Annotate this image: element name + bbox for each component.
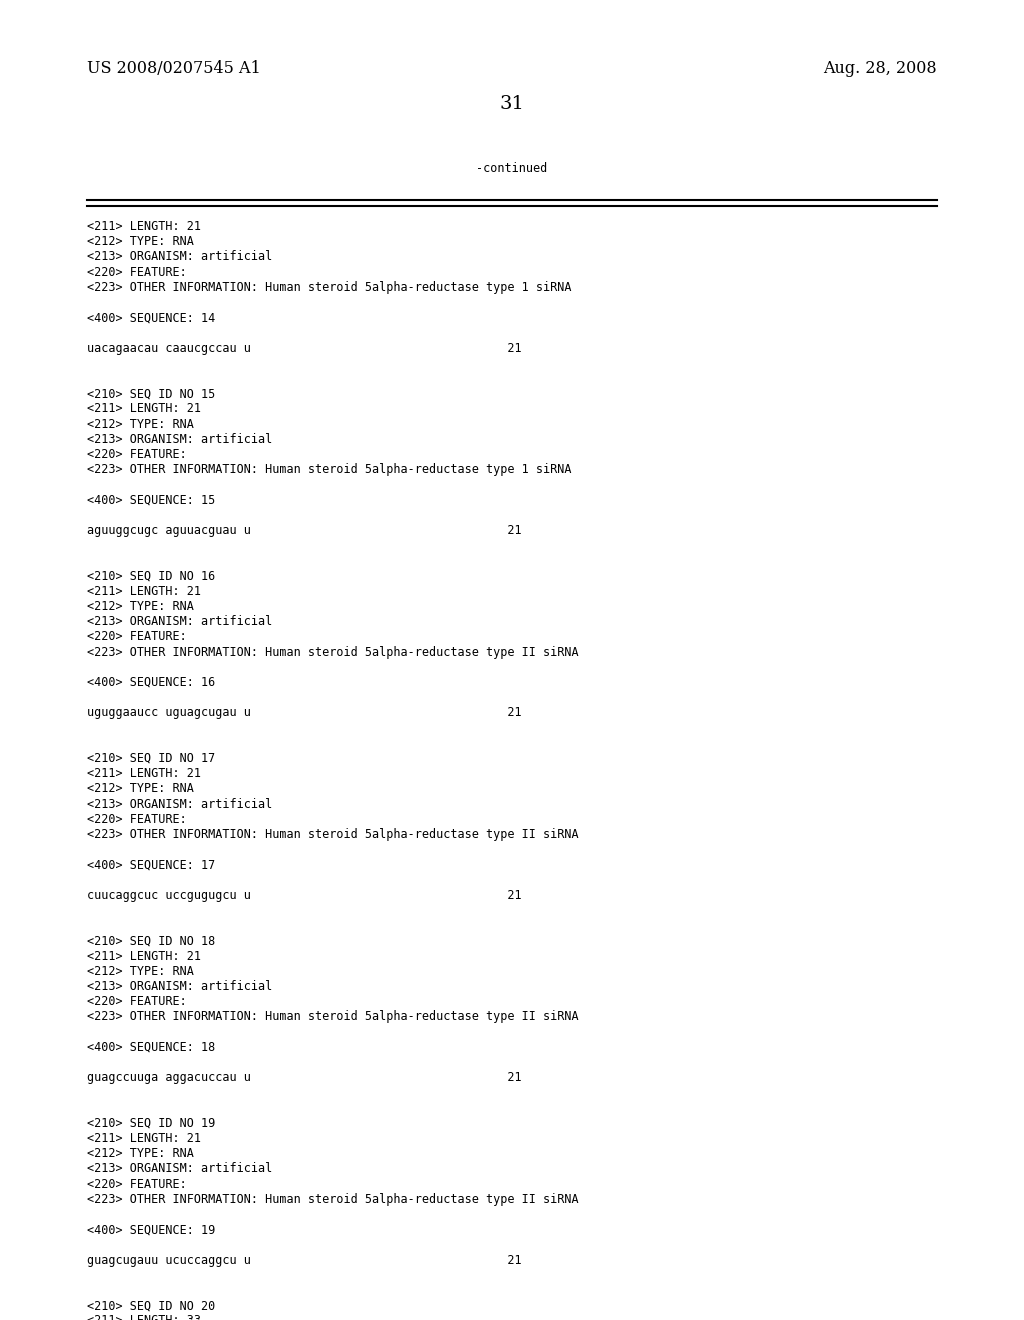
Text: <210> SEQ ID NO 20: <210> SEQ ID NO 20 [87, 1299, 215, 1312]
Text: -continued: -continued [476, 162, 548, 176]
Text: <211> LENGTH: 21: <211> LENGTH: 21 [87, 220, 201, 234]
Text: <210> SEQ ID NO 18: <210> SEQ ID NO 18 [87, 935, 215, 948]
Text: guagcugauu ucuccaggcu u                                    21: guagcugauu ucuccaggcu u 21 [87, 1254, 521, 1267]
Text: <400> SEQUENCE: 16: <400> SEQUENCE: 16 [87, 676, 215, 689]
Text: <211> LENGTH: 21: <211> LENGTH: 21 [87, 403, 201, 416]
Text: <223> OTHER INFORMATION: Human steroid 5alpha-reductase type 1 siRNA: <223> OTHER INFORMATION: Human steroid 5… [87, 463, 571, 477]
Text: <212> TYPE: RNA: <212> TYPE: RNA [87, 235, 194, 248]
Text: <400> SEQUENCE: 17: <400> SEQUENCE: 17 [87, 858, 215, 871]
Text: <210> SEQ ID NO 15: <210> SEQ ID NO 15 [87, 387, 215, 400]
Text: <211> LENGTH: 21: <211> LENGTH: 21 [87, 1133, 201, 1144]
Text: <213> ORGANISM: artificial: <213> ORGANISM: artificial [87, 251, 272, 264]
Text: uacagaacau caaucgccau u                                    21: uacagaacau caaucgccau u 21 [87, 342, 521, 355]
Text: <220> FEATURE:: <220> FEATURE: [87, 813, 186, 826]
Text: <211> LENGTH: 21: <211> LENGTH: 21 [87, 767, 201, 780]
Text: US 2008/0207545 A1: US 2008/0207545 A1 [87, 59, 261, 77]
Text: <223> OTHER INFORMATION: Human steroid 5alpha-reductase type 1 siRNA: <223> OTHER INFORMATION: Human steroid 5… [87, 281, 571, 294]
Text: 31: 31 [500, 95, 524, 114]
Text: Aug. 28, 2008: Aug. 28, 2008 [823, 59, 937, 77]
Text: <210> SEQ ID NO 17: <210> SEQ ID NO 17 [87, 752, 215, 766]
Text: <210> SEQ ID NO 16: <210> SEQ ID NO 16 [87, 570, 215, 582]
Text: <220> FEATURE:: <220> FEATURE: [87, 631, 186, 643]
Text: <400> SEQUENCE: 15: <400> SEQUENCE: 15 [87, 494, 215, 507]
Text: <223> OTHER INFORMATION: Human steroid 5alpha-reductase type II siRNA: <223> OTHER INFORMATION: Human steroid 5… [87, 828, 579, 841]
Text: guagccuuga aggacuccau u                                    21: guagccuuga aggacuccau u 21 [87, 1072, 521, 1084]
Text: <220> FEATURE:: <220> FEATURE: [87, 1177, 186, 1191]
Text: <400> SEQUENCE: 19: <400> SEQUENCE: 19 [87, 1224, 215, 1237]
Text: <220> FEATURE:: <220> FEATURE: [87, 995, 186, 1008]
Text: <211> LENGTH: 21: <211> LENGTH: 21 [87, 949, 201, 962]
Text: <220> FEATURE:: <220> FEATURE: [87, 447, 186, 461]
Text: aguuggcugc aguuacguau u                                    21: aguuggcugc aguuacguau u 21 [87, 524, 521, 537]
Text: <223> OTHER INFORMATION: Human steroid 5alpha-reductase type II siRNA: <223> OTHER INFORMATION: Human steroid 5… [87, 1193, 579, 1205]
Text: <213> ORGANISM: artificial: <213> ORGANISM: artificial [87, 797, 272, 810]
Text: <212> TYPE: RNA: <212> TYPE: RNA [87, 417, 194, 430]
Text: cuucaggcuc uccgugugcu u                                    21: cuucaggcuc uccgugugcu u 21 [87, 888, 521, 902]
Text: <400> SEQUENCE: 18: <400> SEQUENCE: 18 [87, 1040, 215, 1053]
Text: <223> OTHER INFORMATION: Human steroid 5alpha-reductase type II siRNA: <223> OTHER INFORMATION: Human steroid 5… [87, 645, 579, 659]
Text: <220> FEATURE:: <220> FEATURE: [87, 265, 186, 279]
Text: uguggaaucc uguagcugau u                                    21: uguggaaucc uguagcugau u 21 [87, 706, 521, 719]
Text: <211> LENGTH: 33: <211> LENGTH: 33 [87, 1315, 201, 1320]
Text: <210> SEQ ID NO 19: <210> SEQ ID NO 19 [87, 1117, 215, 1130]
Text: <213> ORGANISM: artificial: <213> ORGANISM: artificial [87, 615, 272, 628]
Text: <400> SEQUENCE: 14: <400> SEQUENCE: 14 [87, 312, 215, 325]
Text: <213> ORGANISM: artificial: <213> ORGANISM: artificial [87, 979, 272, 993]
Text: <211> LENGTH: 21: <211> LENGTH: 21 [87, 585, 201, 598]
Text: <212> TYPE: RNA: <212> TYPE: RNA [87, 783, 194, 796]
Text: <213> ORGANISM: artificial: <213> ORGANISM: artificial [87, 1163, 272, 1175]
Text: <212> TYPE: RNA: <212> TYPE: RNA [87, 1147, 194, 1160]
Text: <212> TYPE: RNA: <212> TYPE: RNA [87, 601, 194, 612]
Text: <223> OTHER INFORMATION: Human steroid 5alpha-reductase type II siRNA: <223> OTHER INFORMATION: Human steroid 5… [87, 1010, 579, 1023]
Text: <213> ORGANISM: artificial: <213> ORGANISM: artificial [87, 433, 272, 446]
Text: <212> TYPE: RNA: <212> TYPE: RNA [87, 965, 194, 978]
